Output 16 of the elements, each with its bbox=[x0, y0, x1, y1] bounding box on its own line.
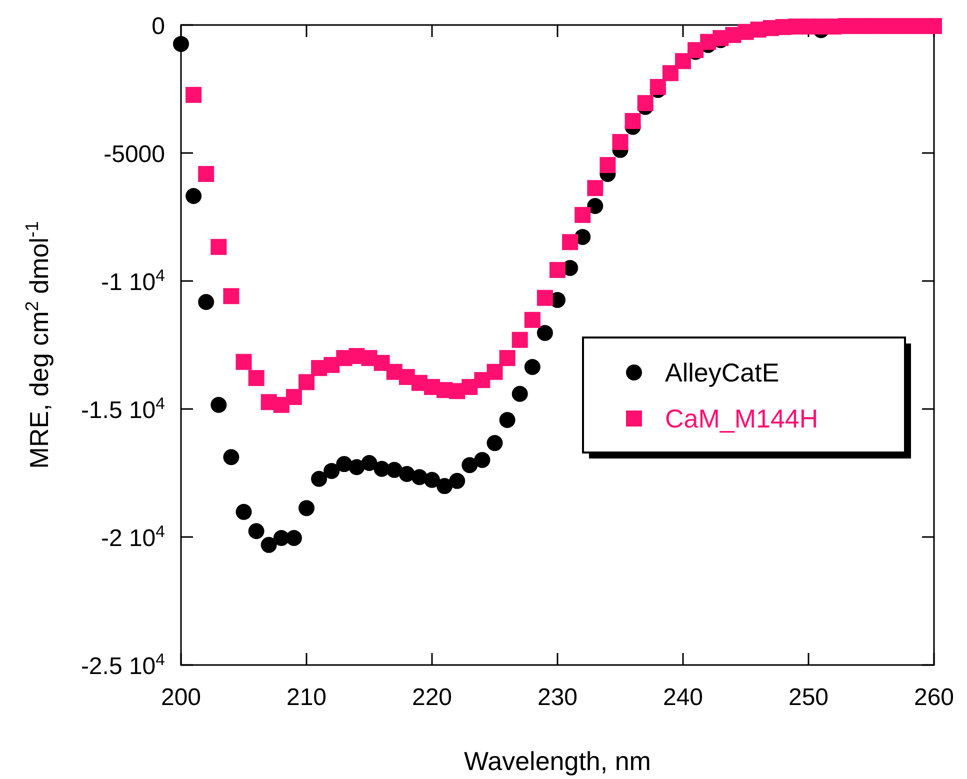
x-tick-label: 260 bbox=[914, 684, 954, 711]
y-tick-label: -2 10$^{4}$ bbox=[100, 522, 165, 552]
y-tick-label: -1.5 10$^{4}$ bbox=[80, 394, 165, 424]
x-tick-label: 210 bbox=[286, 684, 327, 711]
y-tick-label: -5000 bbox=[104, 141, 165, 168]
x-tick-label: 200 bbox=[160, 684, 202, 711]
x-tick-label: 240 bbox=[662, 684, 704, 711]
x-tick-label: 220 bbox=[412, 684, 452, 711]
y-tick-label: -1 10$^{4}$ bbox=[100, 266, 165, 296]
x-tick-label: 230 bbox=[537, 684, 578, 711]
x-tick-label: 250 bbox=[788, 684, 829, 711]
x-axis-title: Wavelength, nm bbox=[464, 746, 651, 776]
y-tick-label: -2.5 10$^{4}$ bbox=[80, 650, 165, 680]
y-tick-label: 0 bbox=[152, 13, 165, 40]
legend-label: AlleyCatE bbox=[665, 358, 780, 388]
legend-label: CaM_M144H bbox=[665, 404, 818, 434]
